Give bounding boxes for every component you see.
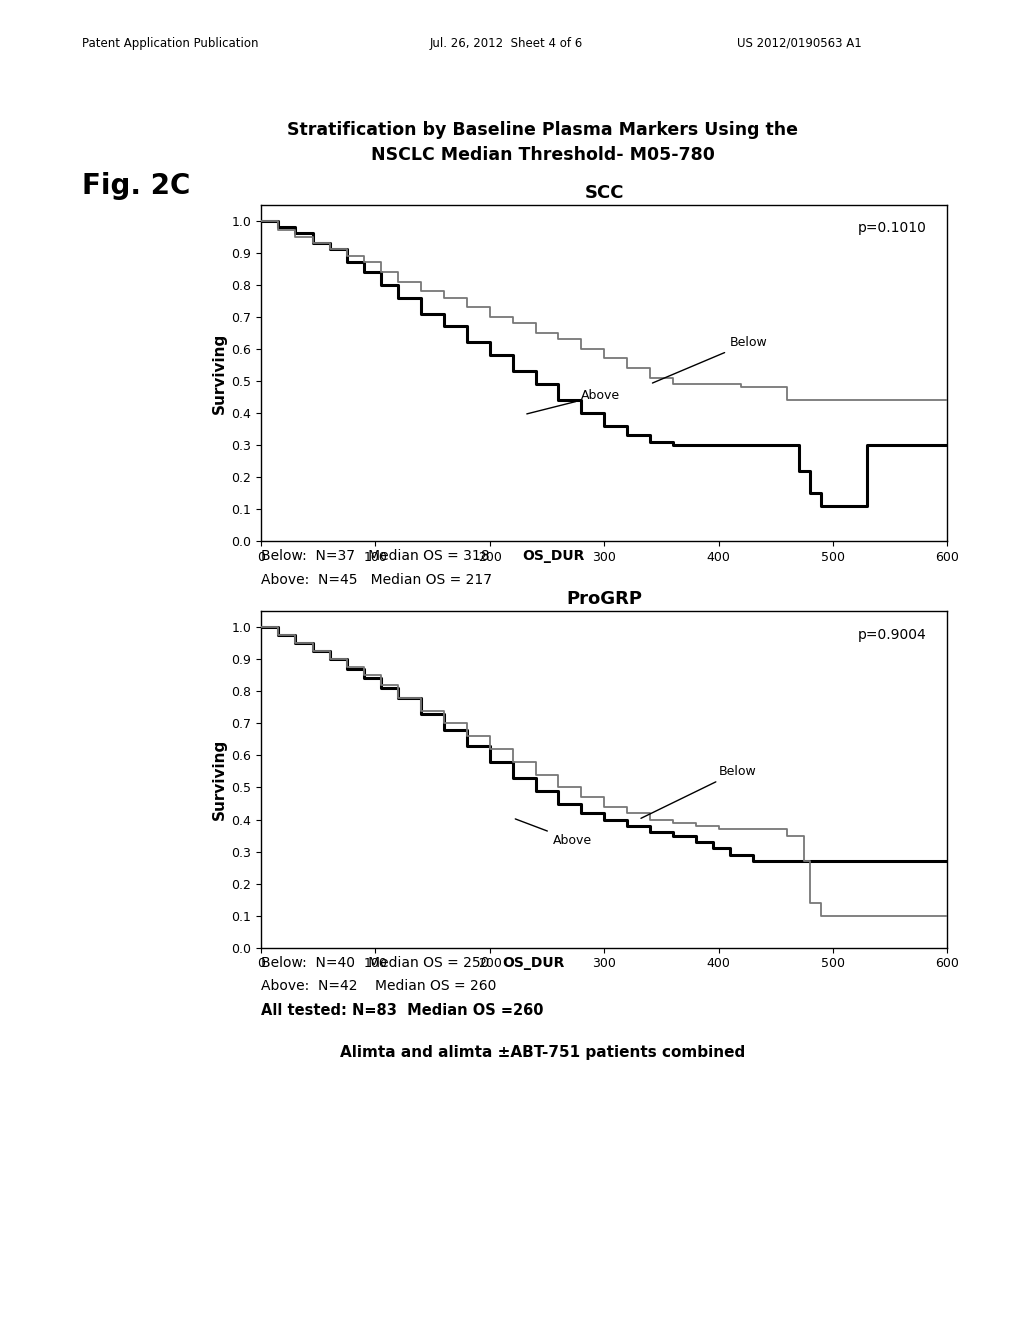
Text: Stratification by Baseline Plasma Markers Using the
NSCLC Median Threshold- M05-: Stratification by Baseline Plasma Marker… bbox=[287, 121, 799, 165]
Text: Below:  N=40   Median OS = 250: Below: N=40 Median OS = 250 bbox=[261, 956, 489, 970]
Text: p=0.1010: p=0.1010 bbox=[858, 222, 927, 235]
Text: Above:  N=45   Median OS = 217: Above: N=45 Median OS = 217 bbox=[261, 573, 493, 587]
Text: Above:  N=42    Median OS = 260: Above: N=42 Median OS = 260 bbox=[261, 979, 497, 994]
Text: All tested: N=83  Median OS =260: All tested: N=83 Median OS =260 bbox=[261, 1003, 544, 1018]
Text: Above: Above bbox=[515, 818, 592, 847]
Text: Below: Below bbox=[641, 764, 757, 818]
Text: Below:  N=37   Median OS = 318: Below: N=37 Median OS = 318 bbox=[261, 549, 489, 564]
Title: ProGRP: ProGRP bbox=[566, 590, 642, 609]
Text: Jul. 26, 2012  Sheet 4 of 6: Jul. 26, 2012 Sheet 4 of 6 bbox=[430, 37, 584, 50]
Text: Alimta and alimta ±ABT-751 patients combined: Alimta and alimta ±ABT-751 patients comb… bbox=[340, 1045, 745, 1060]
Text: Fig. 2C: Fig. 2C bbox=[82, 172, 190, 199]
Text: OS_DUR: OS_DUR bbox=[502, 956, 564, 970]
Y-axis label: Surviving: Surviving bbox=[212, 739, 227, 820]
Text: Below: Below bbox=[652, 335, 768, 383]
Text: p=0.9004: p=0.9004 bbox=[858, 628, 927, 642]
Title: SCC: SCC bbox=[585, 183, 624, 202]
Text: Patent Application Publication: Patent Application Publication bbox=[82, 37, 258, 50]
Text: OS_DUR: OS_DUR bbox=[522, 549, 585, 564]
Text: US 2012/0190563 A1: US 2012/0190563 A1 bbox=[737, 37, 862, 50]
Y-axis label: Surviving: Surviving bbox=[212, 333, 227, 413]
Text: Above: Above bbox=[526, 389, 621, 414]
